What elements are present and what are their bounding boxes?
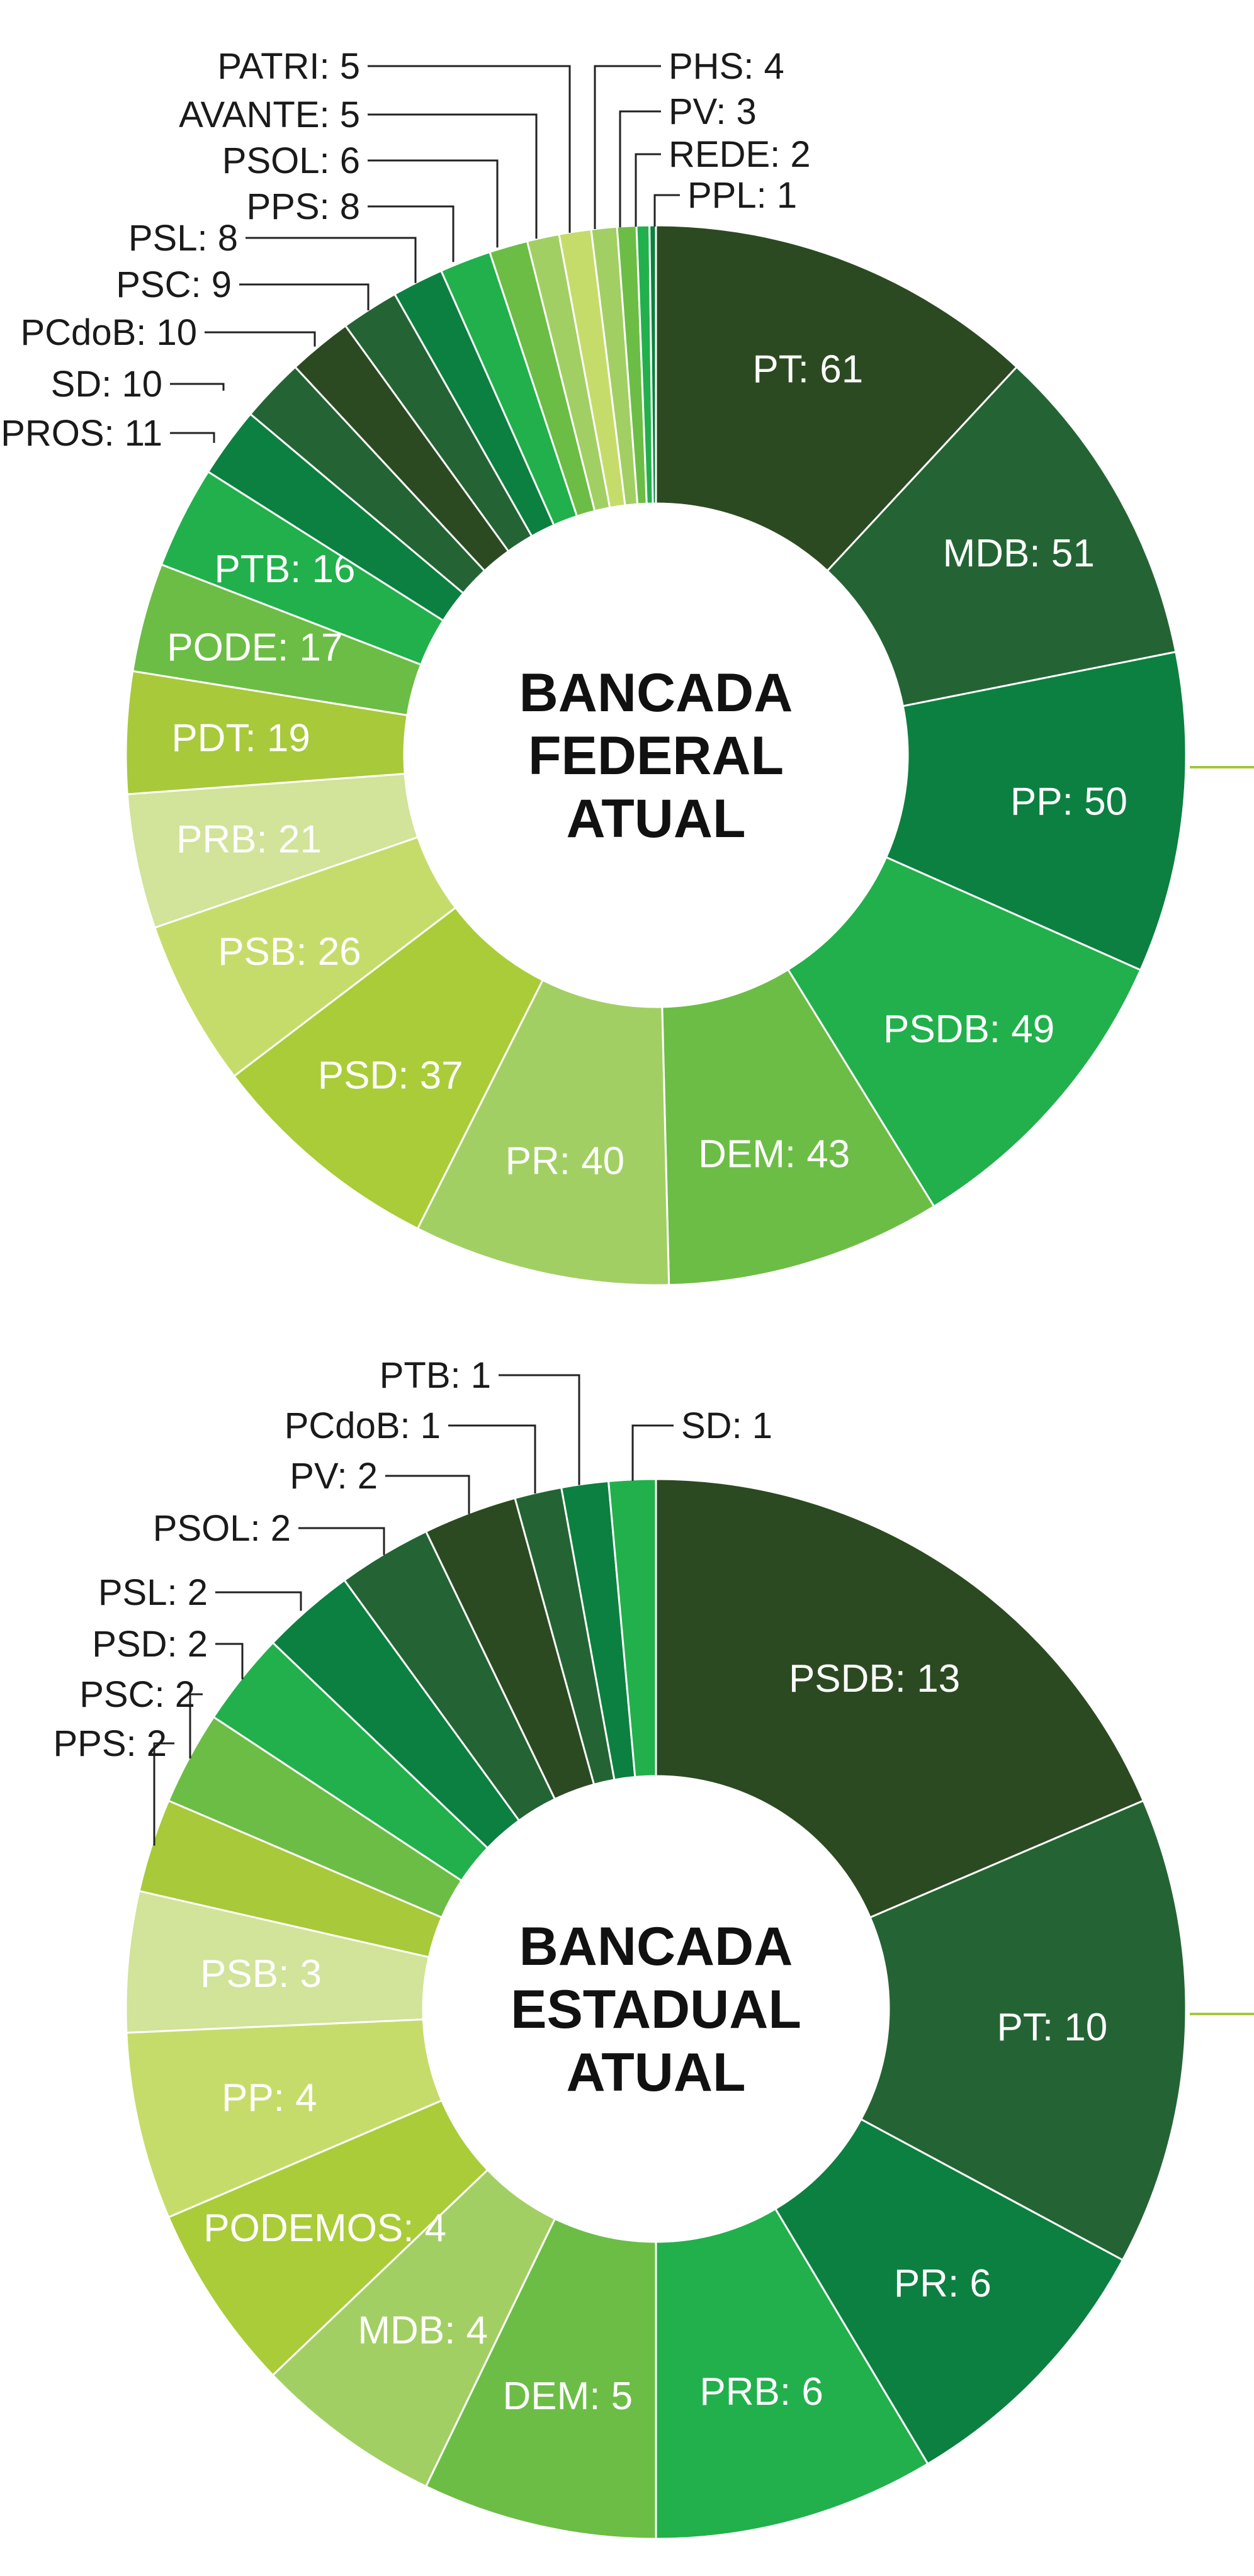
federal-side-connector	[1190, 766, 1254, 768]
federal-label-prb: PRB: 21	[176, 818, 322, 861]
state-center-title-line-3: ATUAL	[566, 2042, 745, 2103]
state-leader-psol	[298, 1527, 385, 1555]
federal-donut-chart: PT: 61 MDB: 51 PP: 50 PSDB: 49 DEM: 43 PR: 40…	[1, 46, 1187, 1286]
state-label-psd: PSD: 2	[92, 1624, 208, 1665]
state-label-mdb: MDB: 4	[358, 2309, 488, 2352]
federal-label-avante: AVANTE: 5	[179, 94, 360, 135]
state-label-pr: PR: 6	[894, 2262, 991, 2305]
federal-label-pt: PT: 61	[752, 347, 863, 391]
federal-leader-pcdob	[205, 331, 316, 347]
state-label-ptb: PTB: 1	[380, 1355, 491, 1396]
federal-label-ppl: PPL: 1	[687, 175, 797, 216]
state-label-pcdob: PCdoB: 1	[285, 1405, 441, 1446]
federal-slice-pr	[416, 979, 670, 1286]
federal-label-pp: PP: 50	[1010, 780, 1127, 823]
federal-leader-avante	[368, 113, 538, 239]
federal-slice-psd	[232, 906, 545, 1230]
state-label-psdb: PSDB: 13	[789, 1657, 960, 1701]
state-leader-psd	[215, 1643, 244, 1680]
state-leader-psl	[215, 1591, 302, 1611]
state-label-podemos: PODEMOS: 4	[203, 2207, 446, 2250]
federal-leader-pros	[170, 432, 215, 443]
state-label-pp: PP: 4	[222, 2076, 317, 2120]
state-slice-pr	[774, 2118, 1124, 2465]
state-leader-sd	[631, 1424, 674, 1481]
state-side-connector	[1190, 2013, 1254, 2015]
federal-label-rede: REDE: 2	[669, 134, 811, 175]
state-label-dem: DEM: 5	[502, 2375, 633, 2418]
state-label-psol: PSOL: 2	[153, 1508, 291, 1549]
state-label-sd: SD: 1	[681, 1405, 772, 1446]
state-label-pt: PT: 10	[997, 2006, 1107, 2049]
federal-slice-dem	[661, 968, 935, 1286]
federal-label-sd: SD: 10	[51, 364, 162, 405]
federal-label-mdb: MDB: 51	[943, 532, 1095, 575]
federal-leader-phs	[594, 65, 661, 230]
federal-leader-pv	[619, 110, 661, 228]
federal-label-psb: PSB: 26	[218, 930, 361, 974]
federal-label-pps: PPS: 8	[246, 186, 360, 227]
state-leader-pv	[385, 1475, 470, 1514]
state-center-title-line-1: BANCADA	[519, 1916, 793, 1977]
federal-label-pode: PODE: 17	[167, 626, 342, 670]
federal-label-dem: DEM: 43	[698, 1132, 850, 1176]
federal-leader-patri	[368, 65, 571, 233]
federal-slice-mdb	[826, 365, 1177, 707]
state-label-psl: PSL: 2	[98, 1572, 208, 1613]
federal-slice-ppl	[648, 224, 657, 505]
federal-label-pv: PV: 3	[669, 91, 757, 132]
federal-slice-psdb	[786, 856, 1142, 1208]
federal-center-title-line-2: FEDERAL	[528, 726, 784, 786]
federal-label-pr: PR: 40	[506, 1140, 625, 1183]
federal-label-psdb: PSDB: 49	[883, 1008, 1054, 1051]
state-donut-chart: PSDB: 13 PT: 10 PR: 6 PRB: 6 DEM: 5 MDB: 4 POD…	[53, 1355, 1187, 2540]
state-label-psc: PSC: 2	[79, 1674, 195, 1715]
state-slice-sd	[607, 1478, 657, 1779]
state-leader-pcdob	[448, 1424, 536, 1494]
state-center-title-line-2: ESTADUAL	[511, 1979, 801, 2040]
federal-label-psl: PSL: 8	[128, 218, 238, 259]
state-label-pv: PV: 2	[290, 1456, 378, 1497]
federal-leader-psl	[246, 237, 417, 283]
federal-label-phs: PHS: 4	[669, 46, 784, 87]
federal-leader-rede	[635, 153, 661, 227]
federal-label-ptb: PTB: 16	[214, 548, 355, 591]
state-leader-pps	[153, 1742, 174, 1846]
state-slice-dem	[424, 2217, 657, 2540]
federal-leader-ppl	[653, 194, 680, 227]
federal-label-pdt: PDT: 19	[171, 716, 310, 760]
federal-label-psd: PSD: 37	[318, 1054, 463, 1097]
federal-label-pcdob: PCdoB: 10	[20, 312, 197, 353]
federal-slice-pt	[655, 224, 1019, 573]
federal-label-psc: PSC: 9	[116, 264, 232, 305]
state-slice-pt	[859, 1799, 1187, 2262]
federal-label-patri: PATRI: 5	[217, 46, 360, 87]
state-label-psb: PSB: 3	[200, 1952, 322, 1996]
federal-center-title-line-3: ATUAL	[566, 789, 745, 849]
state-label-pps: PPS: 2	[53, 1723, 167, 1764]
federal-label-pros: PROS: 11	[1, 413, 162, 454]
federal-center-title-line-1: BANCADA	[519, 663, 793, 723]
state-label-prb: PRB: 6	[699, 2370, 823, 2414]
federal-leader-sd	[170, 383, 225, 391]
state-slice-psdb	[655, 1478, 1145, 1919]
state-leader-ptb	[499, 1374, 580, 1485]
federal-leader-psc	[239, 283, 370, 311]
federal-leader-pps	[368, 205, 455, 262]
state-leader-psc	[189, 1693, 203, 1758]
federal-label-psol: PSOL: 6	[222, 140, 360, 181]
state-slice-prb	[655, 2207, 929, 2540]
federal-leader-psol	[368, 159, 499, 248]
